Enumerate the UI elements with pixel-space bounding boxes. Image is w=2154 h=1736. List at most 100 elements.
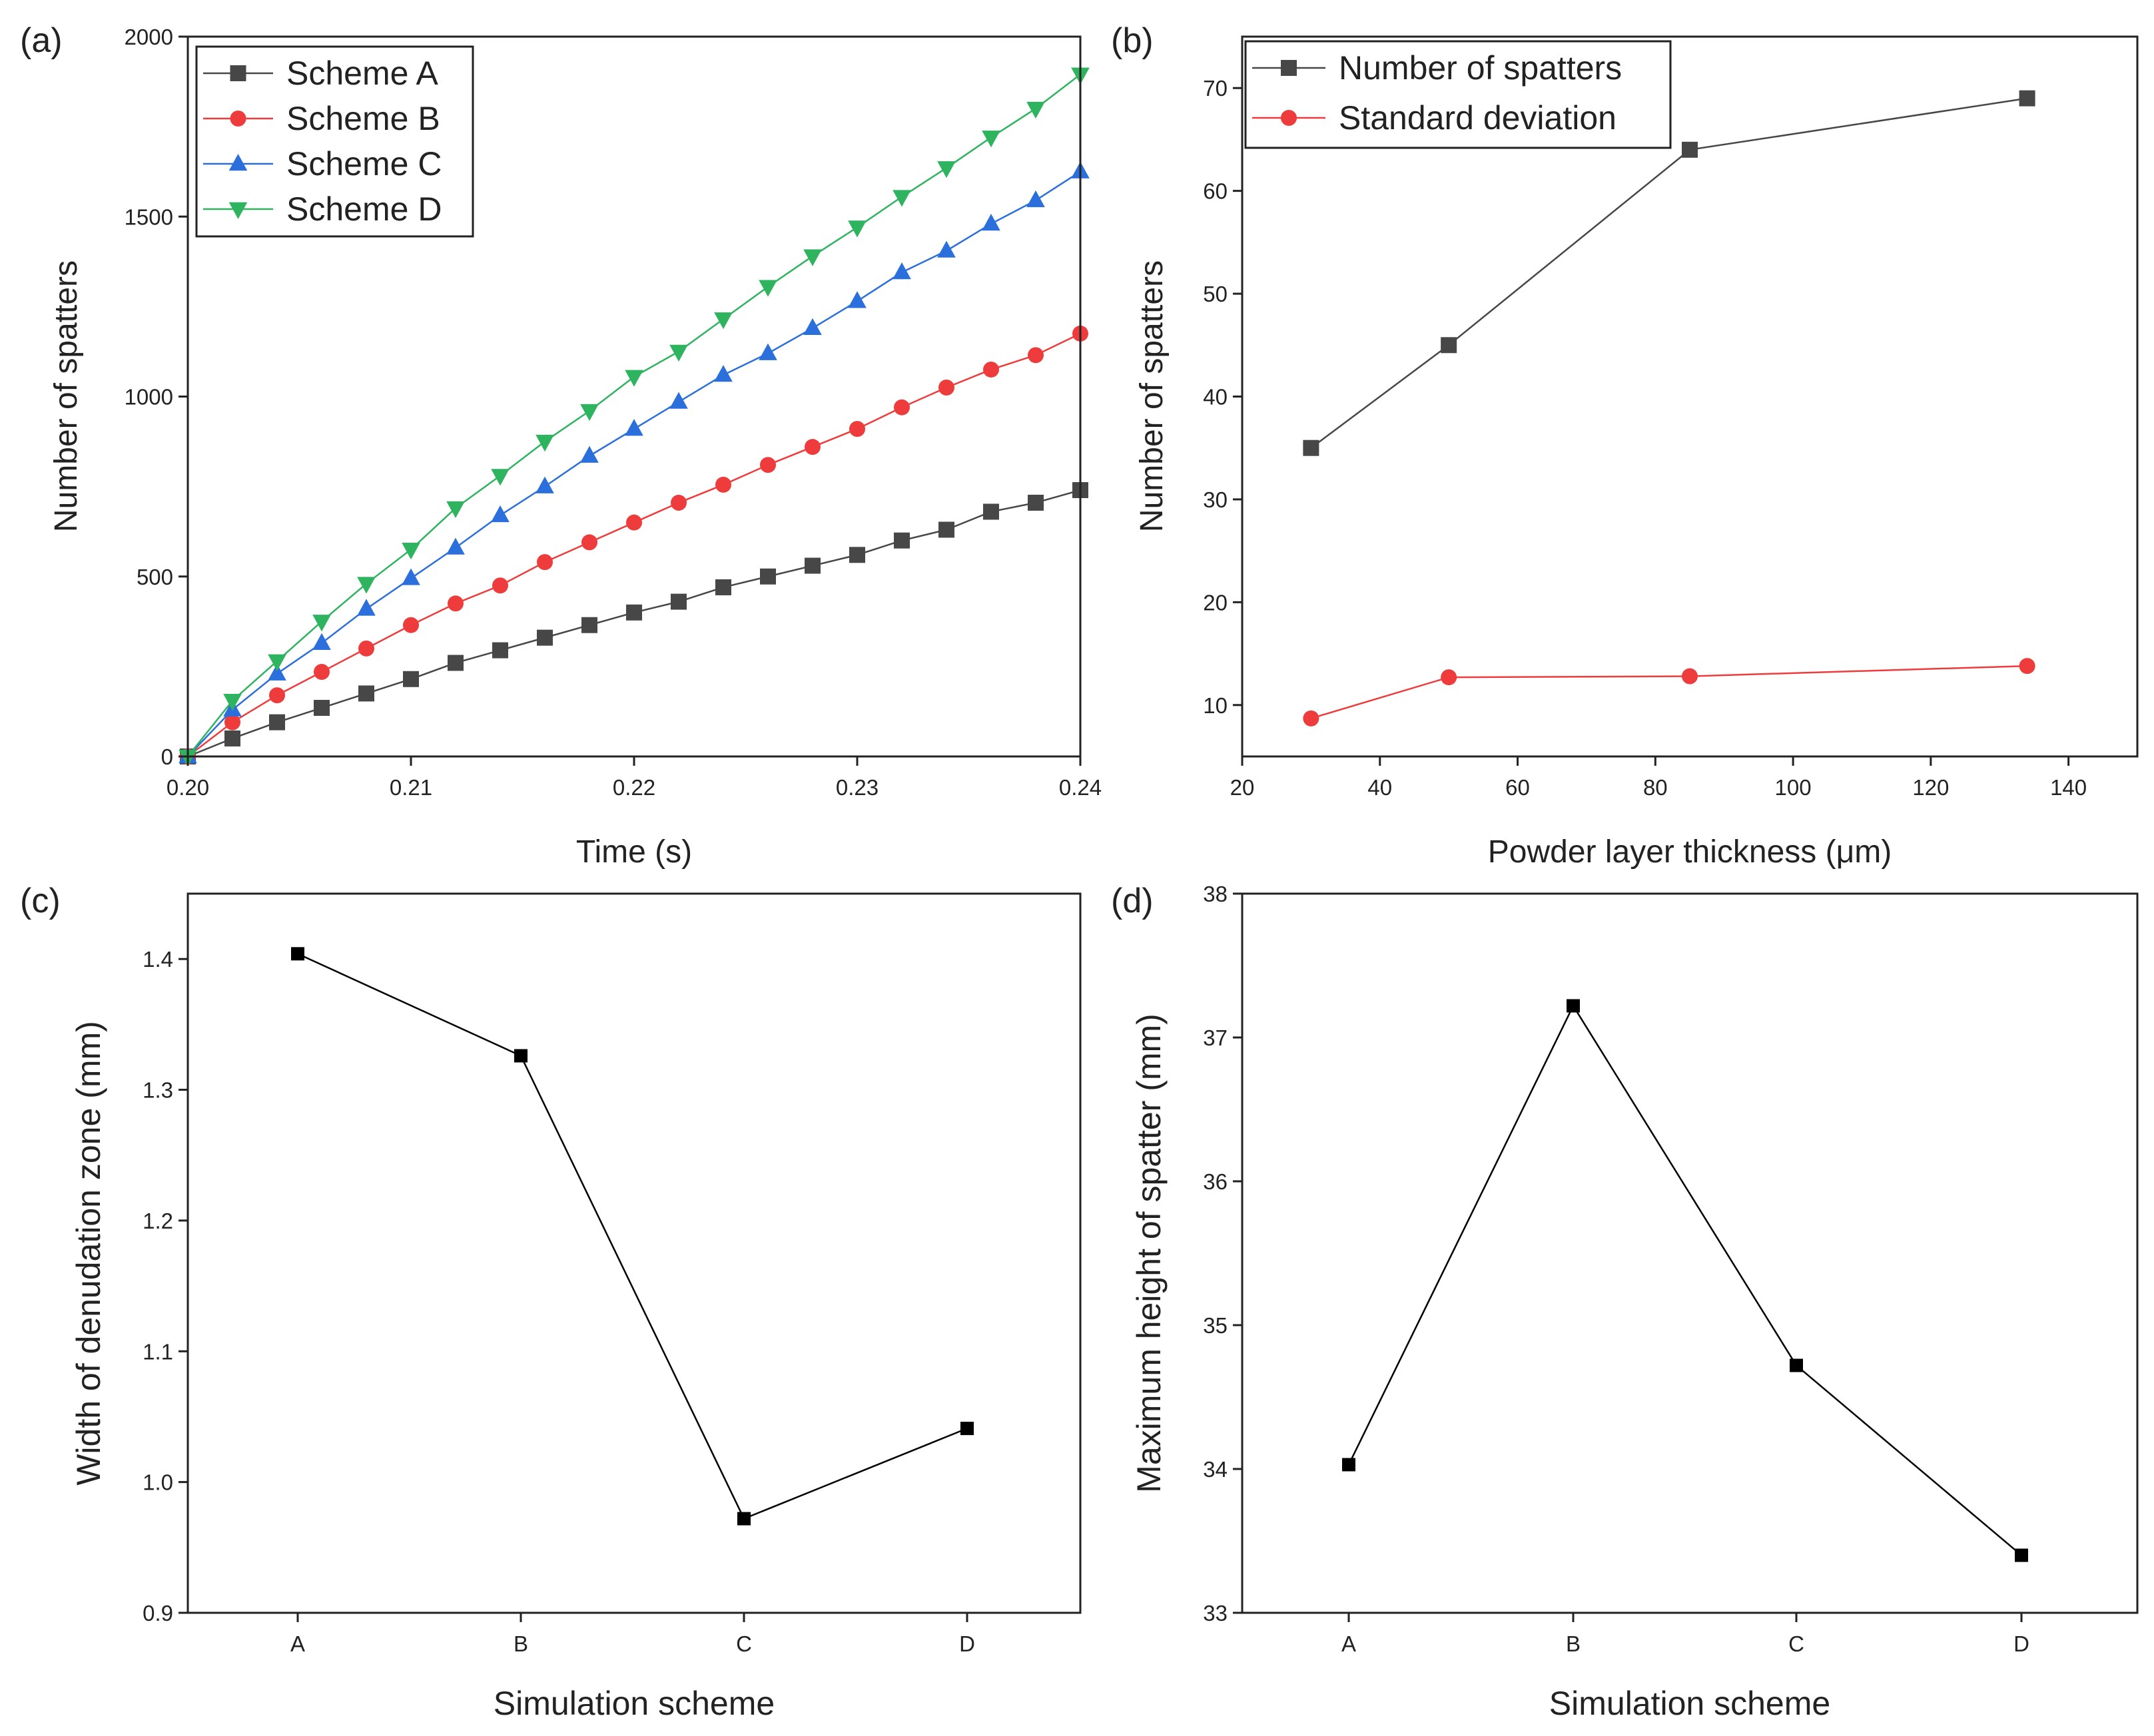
panel-c-x-tick-label: A (290, 1631, 305, 1656)
panel-a-series-2-point (580, 445, 599, 463)
panel-d-y-tick-label: 36 (1203, 1169, 1228, 1194)
panel-a-series-1-point (938, 379, 954, 396)
panel-a-series-0-point (581, 617, 597, 633)
panel-a-legend-marker (228, 154, 248, 171)
panel-b-y-tick-label: 30 (1203, 487, 1228, 512)
panel-a-legend: Scheme A Scheme B Scheme C Scheme D (195, 45, 474, 238)
panel-a-x-tick-label: 0.22 (613, 775, 655, 800)
panel-a-series-0-point (671, 593, 687, 610)
panel-a-series-1-point (448, 595, 464, 612)
panel-a-series-2-point (1026, 190, 1045, 208)
panel-b-y-tick-label: 60 (1203, 179, 1228, 204)
panel-a-ticks: 0 500 1000 1500 2000 0.20 0.21 0.22 0.23 0.24 (125, 25, 1102, 800)
panel-b-series-0-point (1682, 141, 1698, 158)
panel-b-y-tick-label: 40 (1203, 385, 1228, 410)
panel-a-series-3-point (268, 654, 286, 671)
panel-a-series-1-point (269, 687, 285, 704)
panel-c-series-0-point (291, 947, 304, 961)
panel-c-marks (291, 947, 974, 1526)
panel-c-y-tick-label: 1.4 (143, 947, 173, 972)
panel-c-x-tick-label: D (959, 1631, 975, 1656)
panel-b-legend-box (1244, 40, 1672, 149)
panel-c-x-tick-label: C (736, 1631, 752, 1656)
panel-a-series-3-point (803, 249, 822, 266)
panel-a-y-tick-label: 0 (161, 744, 173, 769)
panel-b-x-tick-label: 140 (2050, 775, 2087, 800)
panel-a-series-0-point (492, 642, 508, 659)
panel-b-series-0 (1303, 90, 2035, 456)
panel-a-series-0-point (314, 700, 330, 717)
panel-b-y-tick-label: 50 (1203, 282, 1228, 306)
panel-a-series-2-point (268, 663, 286, 681)
panel-a-series-3-point (223, 694, 242, 711)
panel-a-series-3-point (580, 404, 599, 422)
panel-d-marks (1342, 999, 2028, 1562)
panel-a-series-0-point (983, 503, 999, 520)
panel-a-series-2-point (491, 505, 510, 523)
panel-a-series-1-point (894, 399, 910, 416)
panel-b-legend-items: Number of spatters Standard deviation (1252, 49, 1622, 137)
panel-d-series-0 (1342, 999, 2028, 1562)
panel-a-x-tick-label: 0.24 (1059, 775, 1102, 800)
panel-a-series-2-point (803, 318, 822, 336)
panel-b-y-axis-title: Number of spatters (1134, 260, 1170, 532)
panel-a-series-0-point (224, 730, 240, 746)
panel-a-series-1-point (1028, 347, 1044, 364)
panel-c-x-axis-title: Simulation scheme (494, 1685, 775, 1722)
panel-a-legend-item: Scheme C (203, 145, 442, 182)
panel-a-series-3-point (893, 190, 911, 207)
panel-b-y-tick-label: 70 (1203, 76, 1228, 101)
panel-a-series-2-point (982, 214, 1000, 231)
panel-b-series-0-line (1310, 97, 2027, 449)
panel-c-series-0-line (297, 953, 968, 1520)
panel-a-series-1-point (849, 421, 865, 437)
panel-a-series-1-point (492, 577, 508, 594)
panel-c-series-0-point (514, 1049, 528, 1063)
panel-a-series-0-point (938, 521, 954, 538)
panel-d-y-axis-title: Maximum height of spatter (mm) (1130, 1013, 1168, 1493)
panel-a-series-0-point (894, 532, 910, 549)
panel-a-x-tick-label: 0.23 (836, 775, 879, 800)
panel-a-series-2-point (446, 537, 465, 555)
panel-d-y-tick-label: 37 (1203, 1025, 1228, 1050)
panel-c-y-tick-label: 0.9 (143, 1601, 173, 1625)
panel-a-y-tick-label: 1500 (125, 204, 173, 229)
panel-a-series-3-point (669, 344, 688, 362)
panel-b-legend-marker (1281, 60, 1297, 76)
panel-a-series-0-point (537, 629, 553, 646)
panel-a-series-0-point (448, 655, 464, 671)
panel-c-y-axis-title: Width of denudation zone (mm) (70, 1021, 107, 1486)
panel-d-x-tick-label: A (1341, 1631, 1356, 1656)
panel-c: (c) 0.9 1.0 1.1 1.2 1.3 1.4 A B C D Simulation sc… (20, 882, 1082, 1722)
panel-b-legend-label: Standard deviation (1339, 99, 1616, 137)
panel-a-series-1-point (403, 617, 419, 633)
panel-b-legend-marker (1281, 110, 1297, 126)
panel-a-series-1-point (224, 714, 240, 730)
panel-b-x-tick-label: 20 (1230, 775, 1255, 800)
panel-a-series-1-point (581, 534, 597, 551)
panel-b-x-axis-title: Powder layer thickness (μm) (1488, 834, 1892, 870)
panel-a-legend-item: Scheme D (203, 190, 442, 228)
panel-a-y-tick-label: 2000 (125, 25, 173, 49)
panel-a-series-3-point (402, 543, 420, 560)
panel-a-series-3-point (982, 131, 1000, 148)
panel-d-ticks: 33 34 35 36 37 38 A B C D (1203, 882, 2029, 1656)
panel-a-series-3-point (357, 577, 376, 594)
panel-a-series-0-point (403, 671, 419, 687)
panel-b-legend-label: Number of spatters (1339, 49, 1622, 87)
panel-b-ticks: 10 20 30 40 50 60 70 20 40 60 80 100 120 140 (1203, 76, 2087, 800)
panel-b-series-0-point (1303, 439, 1319, 456)
panel-b-y-tick-label: 10 (1203, 693, 1228, 718)
panel-d-series-0-point (1567, 999, 1580, 1013)
panel-d-plot-frame (1241, 892, 2139, 1614)
panel-d-y-tick-label: 33 (1203, 1601, 1228, 1625)
panel-a-series-3-point (536, 434, 554, 452)
panel-a-series-1-point (805, 439, 821, 455)
panel-a-y-tick-label: 1000 (125, 385, 173, 410)
panel-c-y-tick-label: 1.2 (143, 1209, 173, 1233)
panel-a-legend-label: Scheme C (286, 145, 442, 182)
panel-a-series-3-point (446, 501, 465, 519)
panel-b-series-0-point (1441, 337, 1457, 354)
panel-a-legend-marker (228, 202, 248, 219)
